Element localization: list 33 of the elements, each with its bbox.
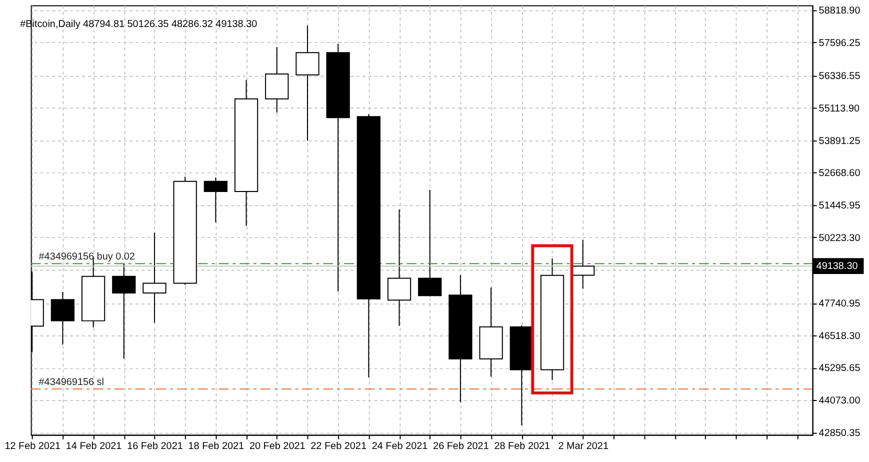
ref-line-label: 49138.30 <box>816 261 858 272</box>
y-tick-label: 55113.90 <box>818 104 860 115</box>
x-tick-label: 20 Feb 2021 <box>249 441 306 452</box>
x-tick-label: 14 Feb 2021 <box>66 441 122 452</box>
x-tick-label: 22 Feb 2021 <box>310 441 367 452</box>
y-tick-label: 42850.35 <box>818 428 861 439</box>
y-tick-label: 57596.25 <box>818 38 861 49</box>
x-tick-label: 2 Mar 2021 <box>558 441 609 452</box>
x-tick-label: 16 Feb 2021 <box>127 441 184 452</box>
y-tick-label: 51445.95 <box>818 200 861 212</box>
candlestick <box>50 291 75 346</box>
y-tick-label: 50223.30 <box>818 232 861 244</box>
x-tick-label: 26 Feb 2021 <box>433 441 490 452</box>
y-tick-label: 58818.90 <box>818 6 861 17</box>
x-tick-label: 24 Feb 2021 <box>372 441 428 452</box>
candlestick <box>418 189 442 297</box>
y-tick-label: 45295.65 <box>818 363 861 374</box>
y-tick-label: 44073.00 <box>818 396 861 407</box>
candlestick <box>142 232 166 324</box>
y-tick-label: 52668.60 <box>818 168 861 180</box>
ref-line-label: #434969156 buy 0.02 <box>38 252 136 263</box>
candlestick <box>296 25 320 142</box>
candlestick <box>204 176 228 223</box>
ref-line-label: #434969156 sl <box>38 377 104 388</box>
x-tick-label: 12 Feb 2021 <box>4 441 61 452</box>
x-tick-label: 18 Feb 2021 <box>188 441 245 452</box>
y-tick-label: 53891.25 <box>818 136 861 147</box>
y-tick-label: 47740.95 <box>818 298 861 310</box>
x-tick-label: 28 Feb 2021 <box>494 441 551 452</box>
y-tick-label: 46518.30 <box>818 330 861 342</box>
y-tick-label: 56336.55 <box>818 71 861 82</box>
candlestick <box>387 208 412 326</box>
candlestick <box>112 263 136 360</box>
